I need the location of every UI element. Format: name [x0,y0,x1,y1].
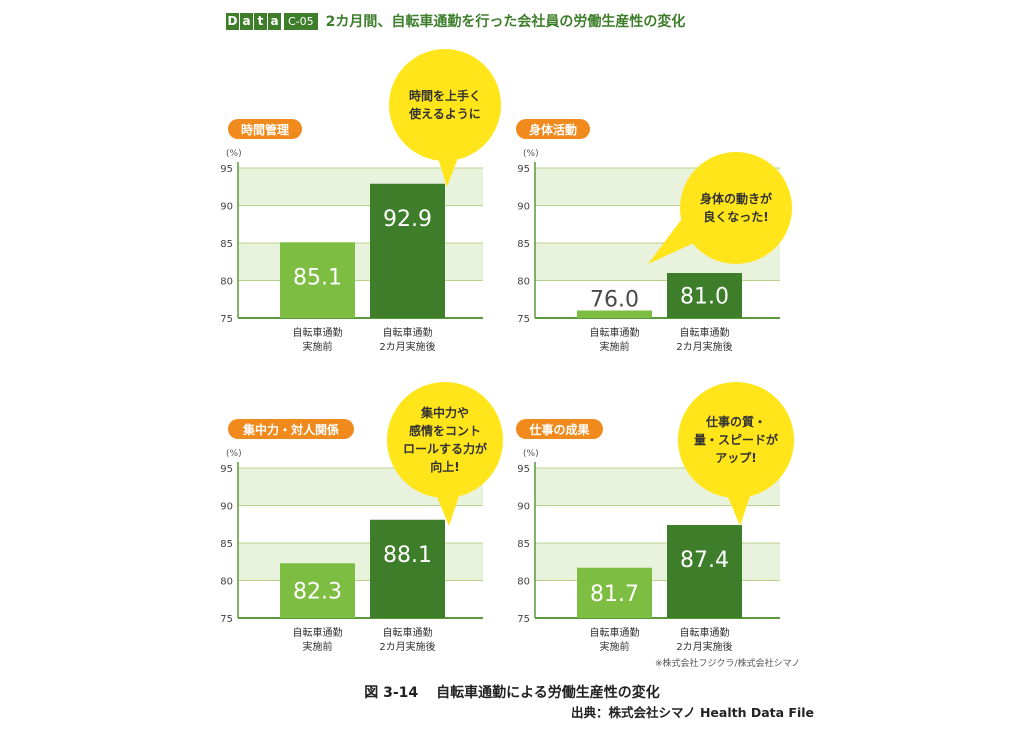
x-category-label: 自転車通勤 [590,626,640,639]
y-tick-label: 95 [220,464,233,475]
speech-bubble [678,382,794,498]
data-letter: t [254,12,267,30]
y-tick-label: 95 [517,164,530,175]
speech-bubble-text: 良くなった! [703,209,768,224]
chart-title-tag [516,119,590,139]
chart-title: 身体活動 [529,122,577,137]
bar-after [667,525,742,618]
y-tick-label: 85 [220,539,233,550]
data-letter: a [268,12,281,30]
bar-value-label: 88.1 [383,543,432,568]
x-category-label: 自転車通勤 [590,326,640,339]
header-title: 2カ月間、自転車通勤を行った会社員の労働生産性の変化 [325,14,686,30]
y-unit-label: (%) [226,149,242,159]
speech-bubble-text: 量・スピードが [694,432,778,447]
y-tick-label: 85 [517,239,530,250]
y-tick-label: 75 [220,314,233,325]
chart-title-tag [228,119,302,139]
bar-value-label: 81.7 [590,582,639,607]
x-category-label: 2カ月実施後 [676,340,732,353]
x-category-label: 実施前 [600,640,630,653]
chart-title: 時間管理 [241,122,289,137]
bar-after [370,519,445,618]
y-tick-label: 80 [517,277,530,288]
bar-before [577,567,652,618]
chart-title-tag [516,419,603,439]
speech-bubble-text: 時間を上手く [409,88,481,103]
y-tick-label: 95 [220,164,233,175]
y-tick-label: 85 [517,539,530,550]
y-tick-label: 75 [517,614,530,625]
y-tick-label: 90 [517,502,530,513]
speech-bubble-tail [726,490,752,526]
speech-bubble-tail [437,155,459,187]
speech-bubble [389,49,501,161]
x-category-label: 自転車通勤 [293,626,343,639]
figure-caption: 図 3-14 自転車通勤による労働生産性の変化 [0,682,1024,702]
speech-bubble-text: 向上! [430,459,459,474]
y-tick-label: 80 [517,577,530,588]
speech-bubble-text: 仕事の質・ [705,414,766,429]
x-category-label: 自転車通勤 [680,326,730,339]
band-85-80 [238,543,483,581]
company-note: ※株式会社フジクラ/株式会社シマノ [655,659,801,669]
bar-value-label: 76.0 [590,288,639,313]
data-letter: D [226,12,239,30]
x-category-label: 自転車通勤 [383,626,433,639]
speech-bubble [387,382,503,498]
bar-before [280,563,355,618]
x-category-label: 自転車通勤 [293,326,343,339]
source-text: 出典：株式会社シマノ Health Data File [570,705,814,720]
data-letter: a [240,12,253,30]
x-category-label: 実施前 [600,340,630,353]
band-85-80 [535,543,780,581]
chart-title: 仕事の成果 [528,422,589,437]
y-tick-label: 90 [220,202,233,213]
x-category-label: 実施前 [303,640,333,653]
x-category-label: 2カ月実施後 [676,640,732,653]
x-category-label: 2カ月実施後 [379,640,435,653]
bar-value-label: 87.4 [680,548,729,573]
y-unit-label: (%) [523,449,539,459]
bar-after [370,183,445,318]
bar-value-label: 92.9 [383,207,432,232]
bar-after [667,273,742,318]
speech-bubble-text: 集中力や [420,405,469,420]
x-category-label: 自転車通勤 [680,626,730,639]
figure-caption-text: 自転車通勤による労働生産性の変化 [436,685,660,701]
speech-bubble-text: アップ! [715,450,756,465]
speech-bubble-tail [435,490,461,526]
y-unit-label: (%) [226,449,242,459]
y-tick-label: 95 [517,464,530,475]
band-85-80 [238,243,483,281]
data-badge: D a t a [226,12,281,30]
y-tick-label: 75 [220,614,233,625]
bar-before [280,242,355,318]
chart-title: 集中力・対人関係 [242,422,339,437]
bar-value-label: 81.0 [680,285,729,310]
y-tick-label: 75 [517,314,530,325]
y-tick-label: 80 [220,277,233,288]
bar-before [577,310,652,318]
speech-bubble-text: 使えるように [408,106,481,121]
y-tick-label: 90 [517,202,530,213]
speech-bubble [680,152,792,264]
y-unit-label: (%) [523,149,539,159]
speech-bubble-text: 感情をコント [409,423,481,438]
y-tick-label: 90 [220,502,233,513]
figure-number: 図 3-14 [364,685,419,701]
x-category-label: 実施前 [303,340,333,353]
speech-bubble-text: ロールする力が [403,441,487,456]
y-tick-label: 85 [220,239,233,250]
data-code: C-05 [284,12,318,30]
speech-bubble-text: 身体の動きが [700,191,772,206]
x-category-label: 2カ月実施後 [379,340,435,353]
chart-title-tag [228,419,354,439]
x-category-label: 自転車通勤 [383,326,433,339]
y-tick-label: 80 [220,577,233,588]
bar-value-label: 82.3 [293,580,342,605]
figure-header: D a t a C-05 2カ月間、自転車通勤を行った会社員の労働生産性の変化 [226,10,685,32]
bar-value-label: 85.1 [293,265,342,290]
